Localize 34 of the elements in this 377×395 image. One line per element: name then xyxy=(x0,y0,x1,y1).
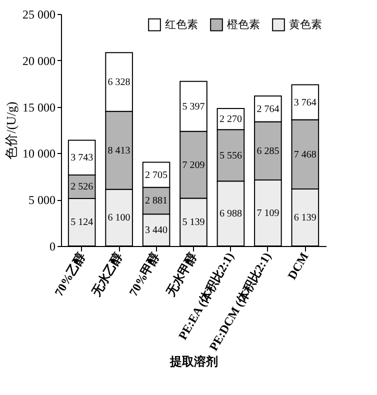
data-label: 3 440 xyxy=(145,225,168,236)
data-label: 7 468 xyxy=(294,149,316,160)
data-label: 5 556 xyxy=(219,150,242,162)
data-label: 3 764 xyxy=(294,97,316,108)
y-tick-label: 25 000 xyxy=(22,8,56,22)
legend-label: 红色素 xyxy=(165,18,198,31)
x-tick-label: 无水乙醇 xyxy=(88,250,126,300)
y-tick-label: 5 000 xyxy=(28,193,56,208)
data-label: 8 413 xyxy=(108,145,130,156)
data-label: 6 100 xyxy=(108,212,130,224)
data-label: 5 397 xyxy=(182,101,205,112)
y-axis-title: 色价/(U/g) xyxy=(4,102,18,160)
data-label: 6 285 xyxy=(256,146,280,157)
x-tick-label: 无水甲醇 xyxy=(162,250,200,300)
y-tick-label: 15 000 xyxy=(22,100,56,114)
data-label: 5 124 xyxy=(70,217,94,228)
data-label: 7 209 xyxy=(182,160,205,171)
legend-label: 橙色素 xyxy=(227,18,260,31)
data-label: 6 328 xyxy=(108,76,130,88)
data-label: 2 764 xyxy=(256,104,280,115)
data-label: 2 526 xyxy=(70,182,94,193)
data-label: 2 270 xyxy=(219,114,242,126)
y-tick-label: 20 000 xyxy=(22,54,56,68)
data-label: 2 881 xyxy=(145,196,168,207)
x-axis-title: 提取溶剂 xyxy=(169,354,218,369)
data-label: 2 705 xyxy=(145,170,168,181)
data-label: 7 109 xyxy=(256,208,280,220)
data-label: 5 139 xyxy=(182,217,205,228)
data-label: 6 139 xyxy=(294,212,316,224)
y-tick-label: 0 xyxy=(50,240,56,254)
data-label: 3 743 xyxy=(70,152,94,164)
data-label: 6 988 xyxy=(219,208,242,220)
y-tick-label: 10 000 xyxy=(22,146,56,161)
legend-label: 黄色素 xyxy=(289,18,322,31)
